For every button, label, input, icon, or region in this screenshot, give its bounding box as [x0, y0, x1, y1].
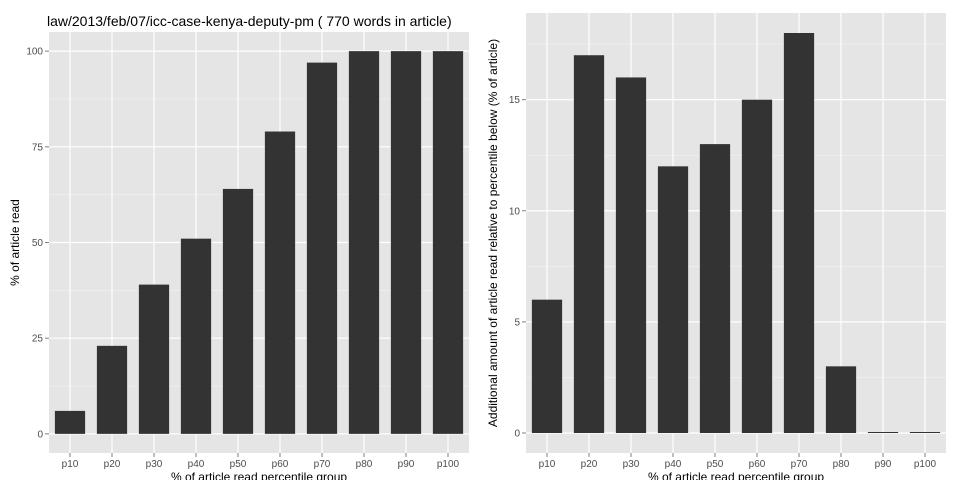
x-tick-label: p20	[581, 459, 598, 470]
x-tick-label: p80	[833, 459, 850, 470]
x-tick-label: p50	[230, 459, 247, 470]
y-tick-label: 75	[32, 142, 44, 153]
bar-p70	[783, 33, 815, 433]
x-tick-label: p70	[314, 459, 331, 470]
x-tick-label: p70	[791, 459, 808, 470]
y-axis-label: % of article read	[8, 199, 22, 286]
x-tick-label: p100	[914, 459, 937, 470]
bar-p80	[348, 51, 380, 434]
bar-p10	[54, 410, 86, 434]
y-tick-label: 15	[509, 95, 521, 106]
bar-p60	[741, 99, 773, 434]
x-axis-label: % of article read percentile group	[648, 470, 824, 480]
bar-p90	[390, 51, 422, 434]
bar-p100	[909, 432, 941, 433]
y-tick-label: 100	[26, 47, 43, 58]
x-tick-label: p60	[272, 459, 289, 470]
y-tick-label: 25	[32, 334, 44, 345]
bar-p50	[699, 144, 731, 433]
x-tick-label: p80	[356, 459, 373, 470]
chart-title: law/2013/feb/07/icc-case-kenya-deputy-pm…	[47, 13, 452, 29]
x-tick-label: p50	[707, 459, 724, 470]
bar-p50	[222, 188, 254, 434]
bar-p30	[615, 77, 647, 433]
bar-p40	[657, 166, 689, 434]
x-tick-label: p60	[749, 459, 766, 470]
bar-p20	[573, 55, 605, 433]
x-tick-label: p40	[188, 459, 205, 470]
bar-p100	[432, 51, 464, 434]
bar-p20	[96, 345, 128, 434]
bar-p80	[825, 366, 857, 433]
x-tick-label: p10	[539, 459, 556, 470]
x-tick-label: p20	[104, 459, 121, 470]
x-tick-label: p100	[437, 459, 460, 470]
x-tick-label: p30	[146, 459, 163, 470]
x-tick-label: p90	[875, 459, 892, 470]
x-axis-label: % of article read percentile group	[171, 470, 347, 480]
bar-p90	[867, 432, 899, 433]
y-tick-label: 0	[514, 429, 520, 440]
x-tick-label: p40	[665, 459, 682, 470]
y-tick-label: 5	[514, 317, 520, 328]
y-tick-label: 50	[32, 238, 44, 249]
x-tick-label: p90	[398, 459, 415, 470]
y-tick-label: 0	[37, 429, 43, 440]
bar-p60	[264, 131, 296, 434]
bar-p70	[306, 62, 338, 434]
bar-p30	[138, 284, 170, 434]
x-tick-label: p30	[623, 459, 640, 470]
chart-right: 0 5 10 15 p10 p20 p30 p40 p50 p60 p70 p80 p90 p100 % o…	[486, 13, 946, 480]
y-tick-label: 10	[509, 206, 521, 217]
bar-p10	[531, 299, 563, 433]
y-axis-label: Additional amount of article read relati…	[486, 39, 500, 427]
bar-p40	[180, 238, 212, 434]
x-tick-label: p10	[62, 459, 79, 470]
chart-left: 0 25 50 75 100 p10 p20 p30 p40 p50 p60 p70 p80 p90 p10…	[8, 13, 469, 480]
